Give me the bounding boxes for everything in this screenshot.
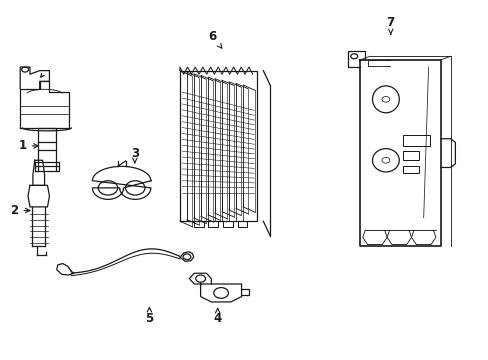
Bar — [402, 151, 418, 160]
Text: 2: 2 — [10, 204, 30, 217]
Text: 6: 6 — [208, 30, 222, 48]
Bar — [402, 135, 429, 146]
Text: 5: 5 — [145, 307, 153, 325]
Text: 1: 1 — [19, 139, 38, 152]
Text: 7: 7 — [386, 16, 394, 34]
Bar — [402, 166, 418, 173]
Bar — [180, 71, 256, 221]
Text: 3: 3 — [130, 147, 139, 163]
Text: 4: 4 — [213, 309, 222, 325]
